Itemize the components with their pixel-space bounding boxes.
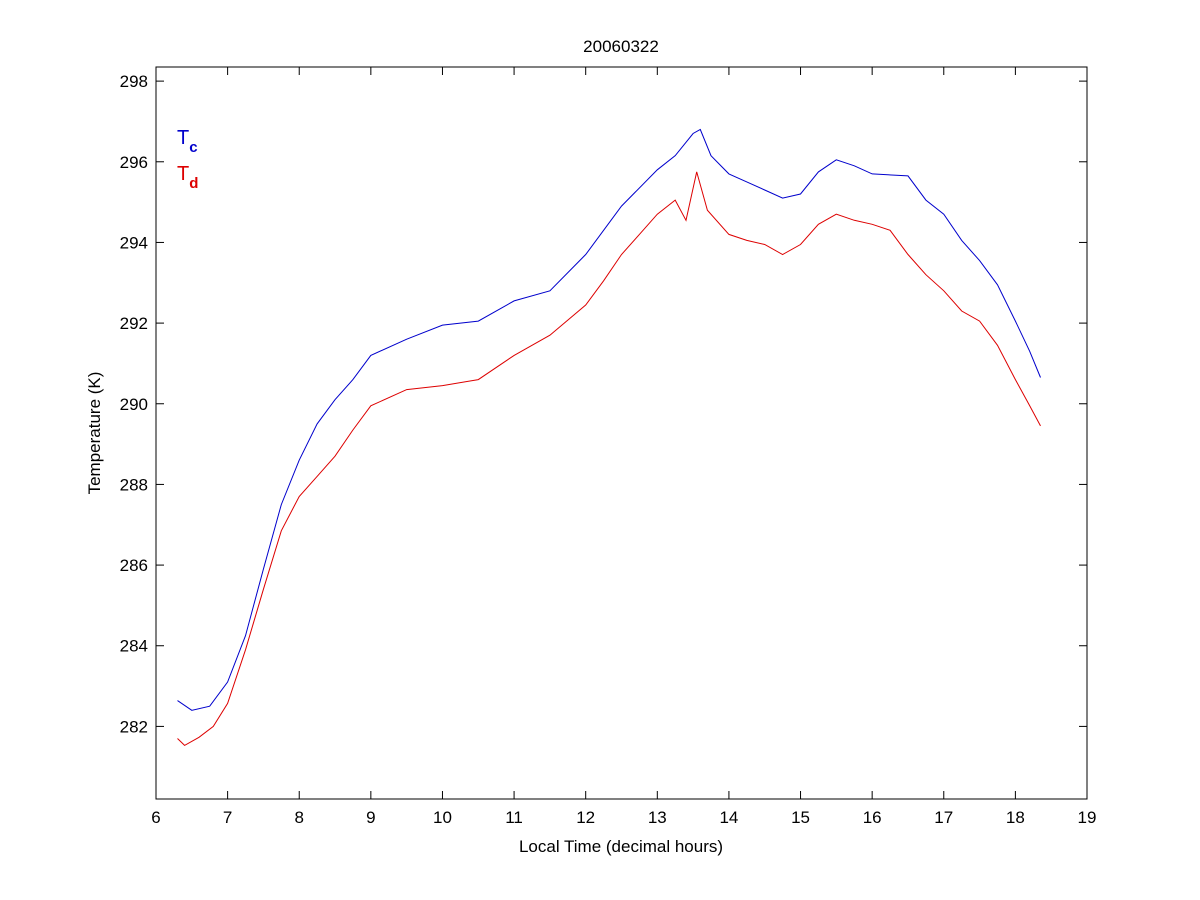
legend-tc: Tc <box>177 127 198 156</box>
x-tick-label: 8 <box>294 808 303 827</box>
x-tick-label: 17 <box>934 808 953 827</box>
y-tick-label: 292 <box>120 314 148 333</box>
y-tick-label: 288 <box>120 475 148 494</box>
x-tick-label: 7 <box>223 808 232 827</box>
x-tick-label: 10 <box>433 808 452 827</box>
x-tick-label: 13 <box>648 808 667 827</box>
y-tick-label: 296 <box>120 153 148 172</box>
x-tick-label: 19 <box>1078 808 1097 827</box>
series-line-td <box>177 171 1041 747</box>
chart-title: 20060322 <box>583 37 659 56</box>
plot-area <box>155 66 1088 800</box>
x-tick-label: 14 <box>719 808 738 827</box>
y-tick-label: 286 <box>120 556 148 575</box>
x-tick-label: 6 <box>151 808 160 827</box>
legend: Tc Td <box>177 127 198 192</box>
x-tick-label: 9 <box>366 808 375 827</box>
y-tick-label: 294 <box>120 233 148 252</box>
legend-td: Td <box>177 163 198 192</box>
y-tick-label: 284 <box>120 637 148 656</box>
x-tick-label: 12 <box>576 808 595 827</box>
x-tick-label: 15 <box>791 808 810 827</box>
y-tick-label: 290 <box>120 395 148 414</box>
x-tick-label: 11 <box>505 808 523 827</box>
y-axis-label: Temperature (K) <box>85 372 104 495</box>
y-tick-label: 282 <box>120 717 148 736</box>
x-tick-label: 16 <box>863 808 882 827</box>
y-tick-label: 298 <box>120 72 148 91</box>
x-axis-label: Local Time (decimal hours) <box>519 837 723 856</box>
series-line-tc <box>177 128 1041 711</box>
x-tick-label: 18 <box>1006 808 1025 827</box>
